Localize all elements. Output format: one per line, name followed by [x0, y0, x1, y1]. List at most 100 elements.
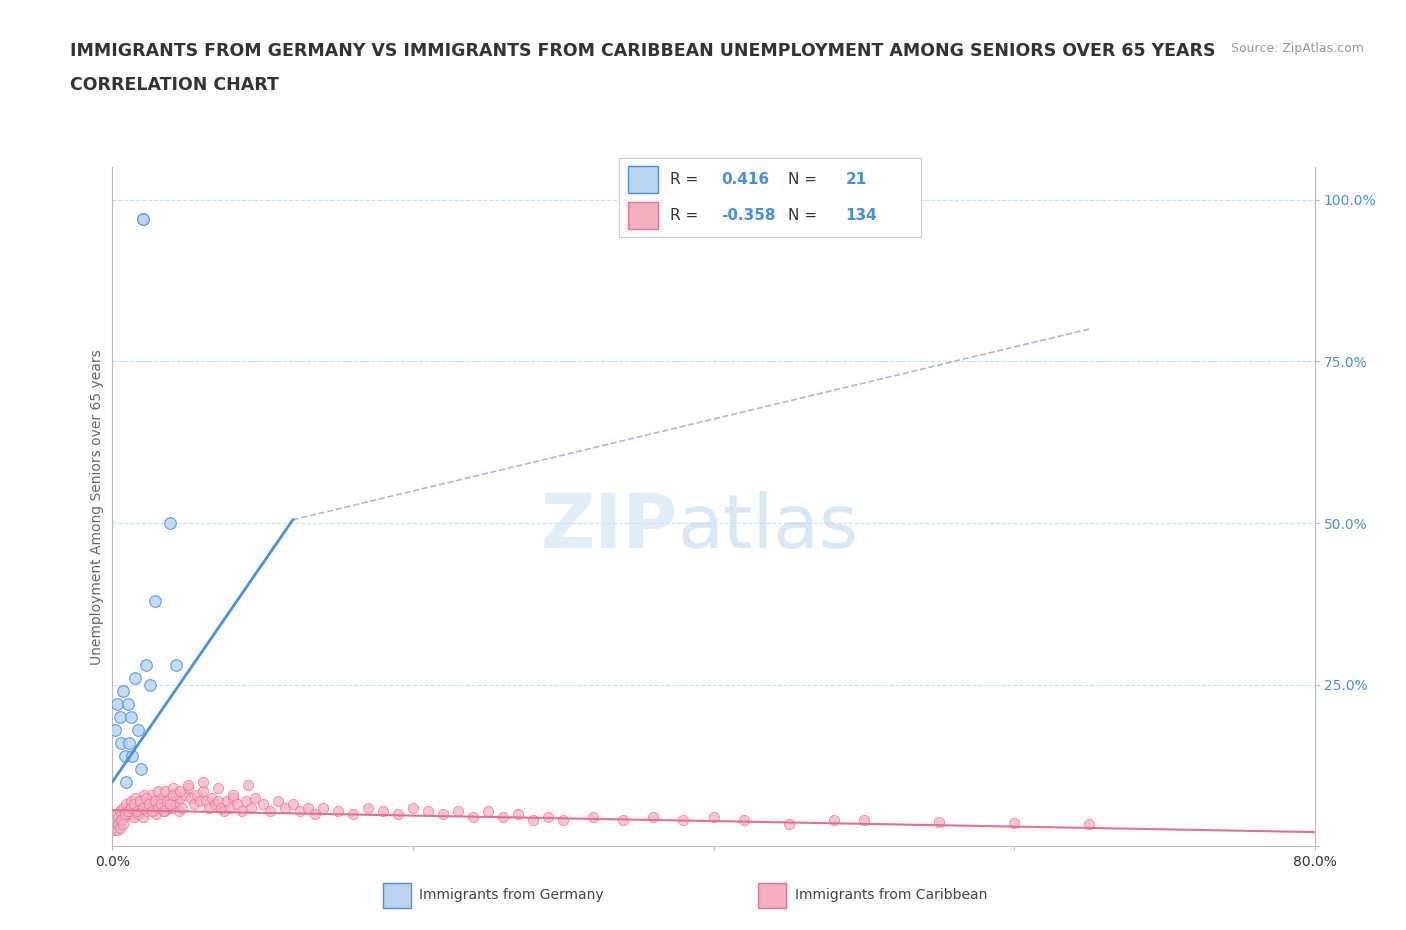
Point	[115, 797, 138, 812]
Point	[145, 806, 167, 821]
Point	[194, 793, 217, 808]
Point	[186, 787, 208, 802]
Point	[167, 804, 190, 818]
Point	[159, 515, 181, 530]
Point	[207, 793, 229, 808]
Point	[120, 710, 142, 724]
Point	[117, 804, 139, 818]
Point	[146, 784, 169, 799]
Point	[142, 804, 165, 818]
Point	[226, 797, 249, 812]
Point	[157, 800, 180, 815]
Point	[155, 793, 177, 808]
Text: ZIP: ZIP	[540, 491, 678, 564]
Point	[169, 784, 191, 799]
Point	[778, 817, 800, 831]
Point	[245, 790, 267, 805]
FancyBboxPatch shape	[758, 883, 786, 908]
Point	[197, 800, 219, 815]
Point	[127, 806, 149, 821]
Point	[402, 800, 425, 815]
Text: R =: R =	[671, 172, 703, 187]
Point	[326, 804, 349, 818]
Point	[176, 780, 198, 795]
Point	[209, 800, 232, 815]
Point	[212, 804, 235, 818]
Point	[135, 790, 157, 805]
Point	[103, 823, 125, 838]
Text: N =: N =	[787, 172, 821, 187]
Point	[131, 212, 153, 227]
Point	[149, 800, 172, 815]
Point	[135, 658, 157, 672]
Point	[111, 817, 134, 831]
Point	[114, 749, 136, 764]
Point	[215, 793, 238, 808]
Point	[612, 813, 634, 828]
Point	[672, 813, 695, 828]
Point	[152, 804, 174, 818]
Text: R =: R =	[671, 207, 703, 222]
Point	[150, 790, 173, 805]
Point	[121, 749, 143, 764]
Point	[129, 762, 152, 777]
Point	[141, 804, 163, 818]
Point	[139, 800, 162, 815]
Point	[118, 806, 141, 821]
Point	[105, 697, 128, 711]
Point	[191, 774, 214, 789]
Point	[643, 810, 665, 825]
Point	[138, 797, 160, 812]
Point	[155, 793, 177, 808]
Point	[152, 804, 174, 818]
Point	[218, 800, 240, 815]
Point	[146, 800, 169, 815]
Point	[191, 784, 214, 799]
Point	[115, 774, 138, 789]
Point	[105, 806, 128, 821]
Point	[222, 790, 245, 805]
Point	[170, 800, 193, 815]
Point	[120, 800, 142, 815]
Point	[852, 813, 875, 828]
Point	[131, 800, 153, 815]
Point	[252, 797, 274, 812]
Point	[290, 804, 312, 818]
FancyBboxPatch shape	[627, 166, 658, 193]
Y-axis label: Unemployment Among Seniors over 65 years: Unemployment Among Seniors over 65 years	[90, 349, 104, 665]
Text: N =: N =	[787, 207, 821, 222]
Point	[141, 787, 163, 802]
Point	[131, 810, 153, 825]
Point	[522, 813, 544, 828]
Text: 21: 21	[845, 172, 866, 187]
Point	[162, 787, 184, 802]
Point	[1078, 817, 1101, 831]
Point	[143, 593, 166, 608]
Point	[121, 804, 143, 818]
Point	[122, 797, 145, 812]
Point	[104, 817, 127, 831]
Point	[125, 800, 148, 815]
Point	[114, 806, 136, 821]
Text: Immigrants from Germany: Immigrants from Germany	[419, 888, 605, 902]
Point	[508, 806, 530, 821]
Point	[120, 793, 142, 808]
Point	[387, 806, 409, 821]
Point	[108, 804, 131, 818]
Point	[153, 784, 176, 799]
Point	[143, 797, 166, 812]
Point	[267, 793, 290, 808]
Point	[235, 793, 257, 808]
Point	[163, 793, 186, 808]
Point	[104, 723, 127, 737]
Point	[135, 797, 157, 812]
Point	[128, 797, 150, 812]
Point	[111, 800, 134, 815]
Point	[108, 821, 131, 836]
Point	[131, 212, 153, 227]
Point	[105, 823, 128, 838]
Point	[371, 804, 394, 818]
Point	[139, 677, 162, 692]
Point	[553, 813, 575, 828]
Point	[274, 800, 297, 815]
